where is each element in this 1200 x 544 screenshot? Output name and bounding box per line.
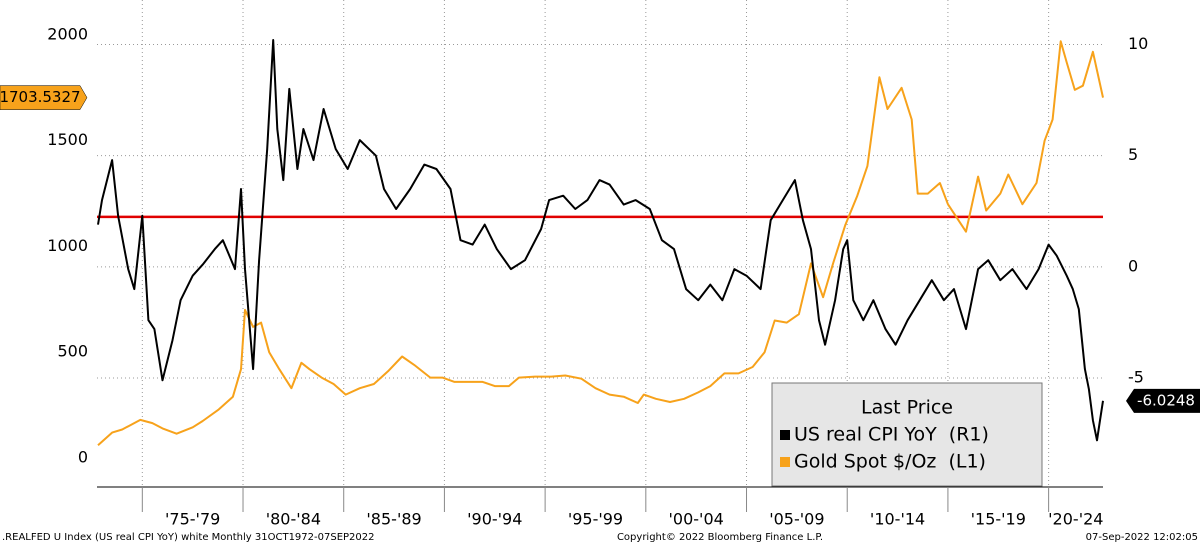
- tag-box: [1126, 388, 1200, 413]
- x-band-label: '00-'04: [669, 510, 724, 529]
- legend-title: Last Price: [861, 397, 953, 419]
- x-band-label: '10-'14: [870, 510, 925, 529]
- x-band-label: '20-'24: [1048, 510, 1103, 529]
- x-band-label: '90-'94: [467, 510, 522, 529]
- y2-tick-label: 0: [1128, 256, 1138, 275]
- y-tick-label: 1500: [47, 130, 88, 149]
- y2-tick-label: -5: [1128, 368, 1144, 387]
- footer-left: .REALFED U Index (US real CPI YoY) white…: [2, 532, 375, 543]
- y2-tick-label: 5: [1128, 145, 1138, 164]
- x-band-label: '15-'19: [971, 510, 1026, 529]
- legend-label: US real CPI YoY (R1): [794, 424, 989, 446]
- y-tick-label: 1000: [47, 236, 88, 255]
- x-band-label: '95-'99: [568, 510, 623, 529]
- legend: Last Price US real CPI YoY (R1) Gold Spot …: [771, 382, 1043, 487]
- legend-box: [771, 382, 1043, 487]
- x-band-label: '80-'84: [266, 510, 321, 529]
- y-tick-label: 2000: [47, 24, 88, 43]
- x-band-label: '75-'79: [165, 510, 220, 529]
- legend-swatch: [780, 457, 790, 467]
- last-price-tag: -6.0248: [1126, 388, 1200, 413]
- y-tick-label: 500: [57, 342, 88, 361]
- tag-label: 1703.5327: [0, 88, 81, 106]
- footer-center: Copyright© 2022 Bloomberg Finance L.P.: [617, 532, 823, 543]
- footer-right: 07-Sep-2022 12:02:05: [1086, 532, 1198, 543]
- tag-label: -6.0248: [1137, 391, 1195, 409]
- series-line: [97, 40, 1104, 447]
- legend-label: Gold Spot $/Oz (L1): [794, 451, 986, 473]
- y-tick-label: 0: [78, 448, 88, 467]
- legend-swatch: [780, 430, 790, 440]
- last-price-tag: 1703.5327: [0, 85, 88, 110]
- y2-tick-label: 10: [1128, 34, 1148, 53]
- x-band-label: '05-'09: [769, 510, 824, 529]
- tag-box: [0, 85, 88, 110]
- x-band-label: '85-'89: [366, 510, 421, 529]
- series-line: [97, 39, 1104, 442]
